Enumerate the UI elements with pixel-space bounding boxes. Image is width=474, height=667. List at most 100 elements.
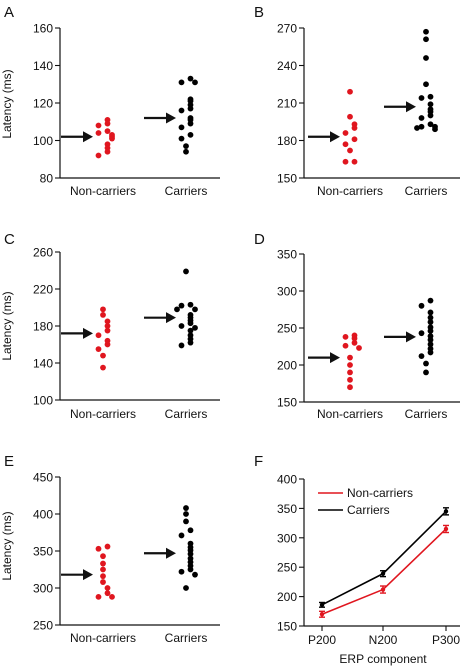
carrier-point: [423, 81, 429, 88]
carrier-point: [418, 95, 425, 101]
noncarrier-point: [104, 341, 111, 348]
noncarrier-point: [104, 128, 111, 135]
y-tick-label: 250: [277, 322, 297, 336]
carrier-point: [192, 324, 198, 331]
noncarrier-point: [100, 312, 106, 318]
carrier-mean-point: [443, 509, 449, 514]
y-tick-label: 300: [277, 285, 297, 299]
noncarrier-point: [342, 342, 349, 349]
carrier-point: [187, 527, 194, 534]
carrier-point: [187, 301, 194, 308]
carrier-point: [414, 125, 420, 131]
data-points: [308, 297, 434, 391]
noncarrier-point: [100, 352, 106, 359]
carrier-point: [418, 302, 425, 309]
mean-arrow-head: [330, 131, 340, 143]
noncarrier-point: [95, 130, 102, 136]
y-tick-label: 150: [277, 620, 297, 634]
data-points: [308, 28, 438, 165]
x-category-label: Non-carriers: [317, 184, 383, 198]
carrier-point: [427, 121, 434, 128]
panel-label: F: [254, 453, 263, 470]
y-tick-label: 120: [33, 97, 53, 111]
mean-arrow-head: [83, 569, 93, 581]
carrier-point: [427, 336, 434, 343]
noncarrier-point: [347, 147, 353, 154]
noncarrier-point: [95, 545, 102, 552]
x-tick-label: N200: [369, 633, 398, 647]
data-points: [61, 268, 198, 371]
y-tick-label: 150: [277, 396, 297, 410]
carrier-point: [427, 328, 434, 334]
noncarrier-point: [342, 130, 349, 136]
x-ticks: P200 N200 P300: [308, 626, 460, 647]
y-tick-label: 350: [277, 248, 297, 262]
carrier-point: [178, 568, 185, 575]
noncarrier-point: [351, 335, 358, 342]
carrier-point: [178, 302, 185, 309]
panel-label: B: [254, 4, 264, 21]
noncarrier-point: [104, 318, 111, 325]
noncarrier-point: [347, 384, 353, 391]
y-tick-label: 450: [33, 471, 53, 485]
carrier-point: [427, 341, 434, 348]
y-tick-label: 220: [33, 283, 53, 297]
y-tick-label: 150: [277, 172, 297, 186]
mean-arrow-head: [166, 112, 176, 124]
x-category-label: Carriers: [165, 184, 208, 198]
carrier-point: [187, 566, 194, 573]
panel-label: D: [254, 231, 265, 248]
noncarrier-point: [100, 560, 106, 567]
carrier-point: [178, 532, 185, 539]
x-tick-label: P200: [308, 633, 336, 647]
data-points: [61, 75, 198, 159]
mean-arrow-head: [330, 352, 340, 364]
noncarrier-point: [104, 323, 111, 329]
carrier-point: [192, 306, 198, 313]
noncarrier-point: [104, 543, 111, 550]
carrier-point: [183, 148, 189, 155]
y-tick-label: 140: [33, 59, 53, 73]
y-tick-label: 100: [33, 394, 53, 408]
panel-label: C: [4, 231, 15, 248]
noncarrier-point: [95, 122, 102, 129]
legend-label-carriers: Carriers: [347, 503, 390, 517]
mean-arrow-head: [406, 101, 416, 113]
carrier-point: [427, 349, 434, 356]
y-ticks: 80 100 120 140 160: [33, 22, 60, 186]
y-ticks: 150 180 210 240 270: [277, 22, 304, 186]
x-axis-label: ERP component: [339, 652, 427, 666]
carrier-point: [187, 327, 194, 334]
noncarrier-point: [95, 346, 102, 353]
noncarrier-point: [100, 573, 106, 580]
y-tick-label: 100: [33, 134, 53, 148]
noncarrier-point: [104, 585, 111, 591]
carrier-point: [418, 123, 425, 130]
y-tick-label: 200: [277, 590, 297, 604]
mean-arrow-head: [166, 312, 176, 324]
panel-b: B 150 180 210 240 270 Non-carriers Carriers: [254, 4, 460, 198]
noncarrier-point: [100, 306, 106, 313]
noncarrier-point: [347, 376, 353, 383]
y-tick-label: 250: [33, 619, 53, 633]
carrier-point: [183, 518, 189, 525]
carrier-point: [183, 585, 189, 591]
noncarrier-point: [100, 364, 106, 371]
carrier-point: [418, 330, 425, 337]
y-tick-label: 80: [40, 172, 54, 186]
y-tick-label: 400: [277, 473, 297, 487]
y-tick-label: 180: [33, 320, 53, 334]
panel-label: E: [4, 453, 14, 470]
carrier-point: [174, 306, 180, 313]
noncarrier-point: [347, 113, 353, 120]
carrier-point: [178, 135, 185, 142]
noncarrier-point: [100, 553, 106, 560]
noncarrier-point: [342, 333, 349, 340]
carrier-point: [178, 124, 185, 131]
carrier-point: [423, 55, 429, 61]
noncarrier-point: [104, 327, 111, 334]
carrier-point: [187, 551, 194, 557]
carrier-point: [178, 107, 185, 114]
legend-label-non-carriers: Non-carriers: [347, 486, 413, 500]
